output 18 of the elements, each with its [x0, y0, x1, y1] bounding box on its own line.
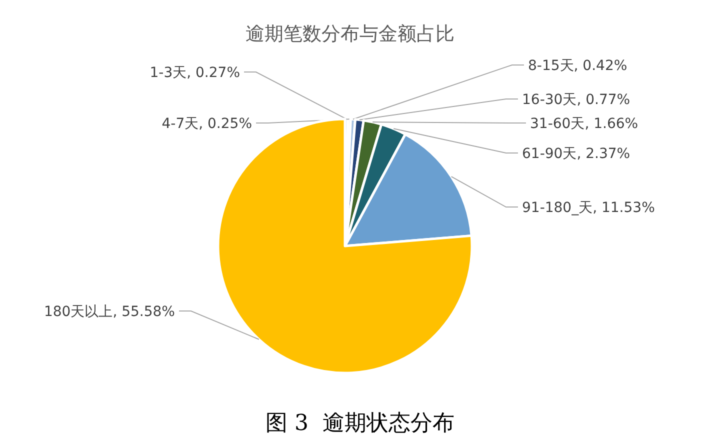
data-label: , 0.27%	[186, 65, 240, 81]
data-label: , 11.53%	[592, 200, 655, 216]
slice-label: 61-90天	[522, 146, 577, 162]
slice-label: 4-7天	[162, 116, 199, 132]
slice-label: 91-180_天	[522, 200, 593, 216]
slice-label: 1-3天	[150, 65, 187, 81]
slice-label: 8-15天	[528, 58, 574, 74]
data-label: , 2.37%	[576, 146, 630, 162]
slice-label: 16-30天	[522, 92, 577, 108]
data-label: , 1.66%	[584, 116, 638, 132]
slice-label: 180天以上	[44, 304, 113, 320]
data-label: , 0.42%	[574, 58, 628, 74]
data-label: , 0.77%	[576, 92, 630, 108]
chart-title: 逾期笔数分布与金额占比	[246, 23, 454, 45]
slice-label: 31-60天	[530, 116, 585, 132]
caption: 图 3 逾期状态分布	[266, 411, 454, 436]
data-label: , 55.58%	[112, 304, 175, 320]
data-label: , 0.25%	[198, 116, 252, 132]
